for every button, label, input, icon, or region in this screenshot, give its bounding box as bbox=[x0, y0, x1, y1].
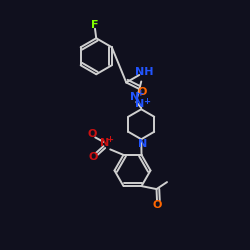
Text: O: O bbox=[152, 200, 162, 210]
Text: NH: NH bbox=[134, 67, 153, 77]
Text: O: O bbox=[88, 130, 97, 140]
Text: O: O bbox=[138, 87, 147, 97]
Text: +: + bbox=[143, 97, 150, 106]
Text: +: + bbox=[137, 88, 144, 98]
Text: N: N bbox=[135, 99, 144, 109]
Text: O: O bbox=[89, 152, 98, 162]
Text: +: + bbox=[106, 135, 113, 144]
Text: F: F bbox=[91, 20, 99, 30]
Text: N: N bbox=[138, 139, 147, 149]
Text: N: N bbox=[130, 92, 140, 102]
Text: N: N bbox=[100, 138, 110, 148]
